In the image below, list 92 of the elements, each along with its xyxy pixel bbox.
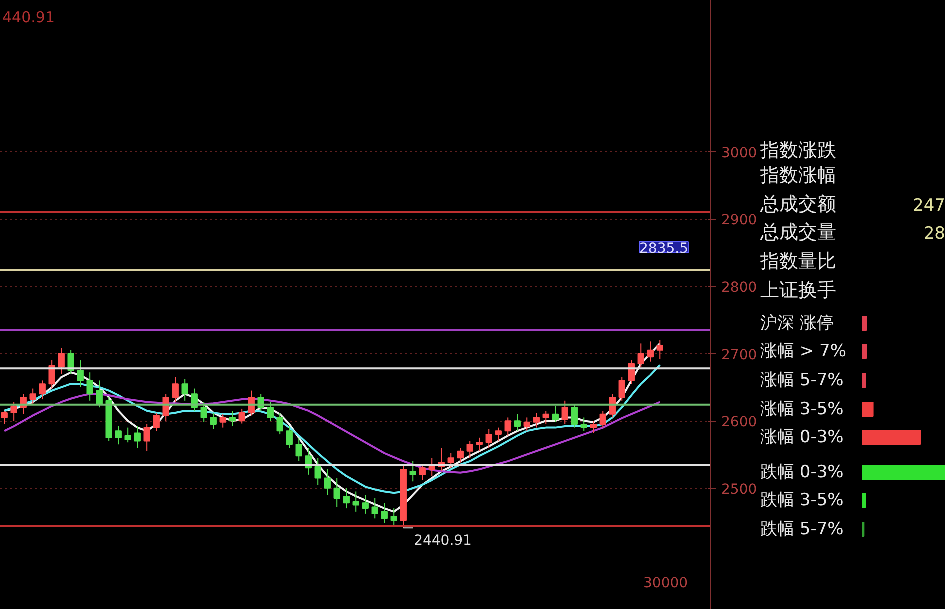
- candlestick: [115, 426, 122, 446]
- candlestick: [533, 412, 540, 428]
- candlestick: [172, 376, 179, 403]
- candlestick: [144, 424, 150, 452]
- candlestick: [162, 394, 170, 422]
- candlestick: [229, 410, 236, 427]
- y-tick-label: 3000: [722, 145, 758, 162]
- candlestick: [276, 412, 284, 436]
- line-series: [4, 342, 662, 513]
- candlestick: [647, 341, 654, 362]
- text: 指数涨幅: [760, 164, 836, 186]
- candlestick: [238, 408, 246, 424]
- y-tick-label: 2900: [722, 212, 758, 229]
- candlestick: [296, 437, 302, 462]
- candlestick: [542, 410, 550, 425]
- candlestick: [96, 380, 103, 408]
- candlestick: [457, 447, 464, 464]
- bar: [862, 344, 868, 359]
- bar: [862, 402, 874, 417]
- text: 247: [913, 196, 945, 216]
- candlestick: [286, 426, 293, 448]
- candlestick: [504, 417, 512, 436]
- candlestick: [495, 427, 502, 442]
- candlestick: [381, 502, 388, 524]
- candlestick: [200, 402, 208, 423]
- candlestick: [372, 498, 378, 520]
- y-tick-label: 2500: [722, 482, 758, 498]
- candlestick: [571, 404, 578, 428]
- text: 上证换手: [760, 280, 836, 302]
- candlestick: [134, 426, 141, 448]
- bar: [862, 373, 866, 388]
- candlestick: [343, 488, 350, 510]
- candlestick: [580, 417, 588, 432]
- annotation: 440.91: [2, 8, 55, 26]
- candlestick: [524, 417, 530, 432]
- candlestick: [182, 378, 188, 402]
- candlestick: [334, 478, 340, 508]
- candlestick: [124, 427, 132, 444]
- y-tick-label: 跌幅 0-3%: [760, 462, 844, 482]
- candlestick: [314, 458, 322, 486]
- text: 指数涨跌: [760, 140, 836, 162]
- candlestick: [466, 440, 474, 459]
- candlestick: [590, 420, 597, 434]
- bar: [862, 493, 866, 508]
- candlestick: [58, 348, 65, 374]
- candlestick: [410, 460, 416, 482]
- text: 28: [924, 224, 945, 244]
- annotation: 2835.5: [640, 241, 688, 257]
- candlestick: [514, 414, 521, 432]
- text: 总成交量: [760, 222, 836, 244]
- candlestick: [352, 491, 360, 512]
- y-tick-label: 涨幅 > 7%: [760, 342, 847, 362]
- candlestick: [638, 343, 644, 368]
- y-tick-label: 跌幅 3-5%: [760, 490, 844, 510]
- y-tick-label: 2600: [722, 414, 758, 431]
- candlestick: [39, 380, 46, 400]
- candlestick: [390, 508, 398, 526]
- y-tick-label: 涨幅 0-3%: [760, 428, 844, 448]
- candlestick: [30, 388, 36, 405]
- candlestick: [153, 412, 160, 432]
- candlestick: [1, 410, 8, 425]
- annotation: 30000: [644, 576, 688, 592]
- candlestick: [552, 406, 559, 423]
- candlestick: [562, 400, 568, 425]
- candlestick: [600, 410, 606, 428]
- text: 指数量比: [760, 250, 836, 272]
- candlestick: [10, 402, 18, 422]
- candlestick: [428, 458, 436, 477]
- candlestick: [77, 360, 84, 388]
- candlestick: [486, 428, 492, 448]
- candlestick: [656, 340, 664, 360]
- candlestick: [362, 494, 369, 514]
- text: 总成交额: [760, 194, 836, 216]
- y-tick-label: 2800: [722, 280, 758, 296]
- candlestick: [419, 464, 426, 481]
- candlestick: [48, 360, 56, 390]
- y-tick-label: 跌幅 5-7%: [760, 520, 844, 540]
- candlestick: [476, 437, 483, 452]
- y-tick-label: 涨幅 5-7%: [760, 370, 844, 390]
- candlestick: [618, 376, 626, 402]
- line-series: [4, 364, 662, 494]
- y-tick-label: 2700: [722, 347, 758, 364]
- annotation: 2440.91: [414, 533, 472, 550]
- candlestick: [448, 452, 454, 469]
- candlestick: [86, 372, 94, 402]
- y-tick-label: 涨幅 3-5%: [760, 400, 844, 420]
- candlestick: [267, 402, 274, 422]
- candlestick: [324, 469, 331, 496]
- candlestick: [220, 414, 226, 428]
- candlestick: [210, 412, 217, 430]
- y-tick-label: 沪深 涨停: [760, 314, 834, 334]
- candlestick: [68, 350, 74, 374]
